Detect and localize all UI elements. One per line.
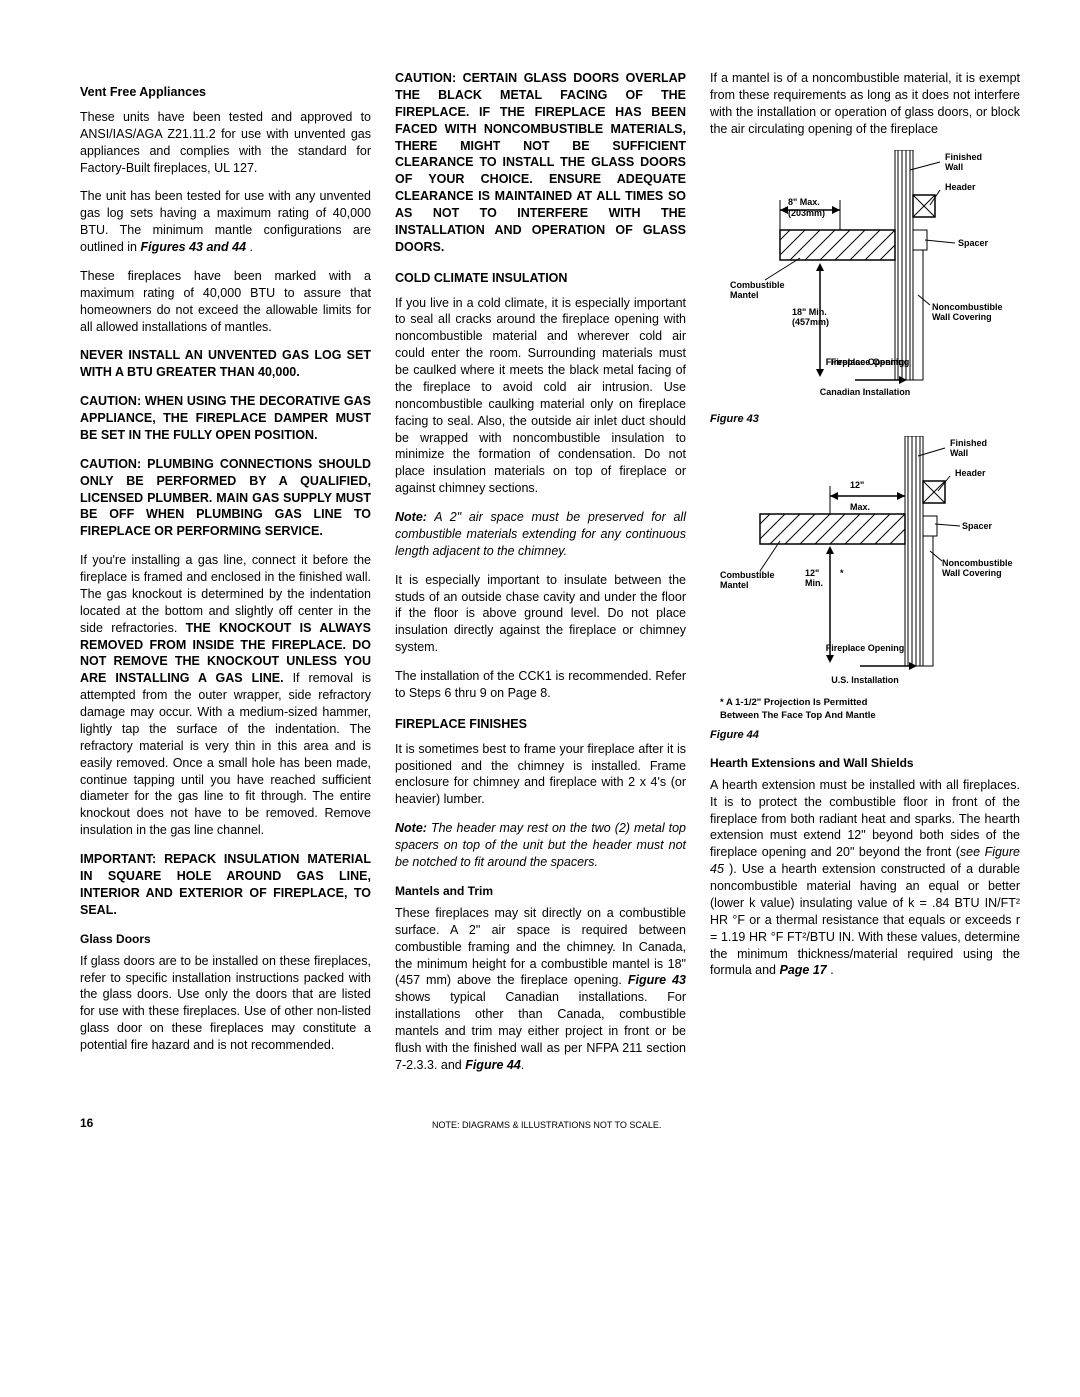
- warning: CAUTION: CERTAIN GLASS DOORS OVERLAP THE…: [395, 70, 686, 256]
- column-2: CAUTION: CERTAIN GLASS DOORS OVERLAP THE…: [395, 70, 686, 1086]
- column-layout: Vent Free Appliances These units have be…: [80, 70, 1020, 1086]
- svg-text:*: *: [840, 568, 844, 578]
- warning: CAUTION: WHEN USING THE DECORATIVE GAS A…: [80, 393, 371, 444]
- heading-hearth: Hearth Extensions and Wall Shields: [710, 755, 1020, 771]
- svg-text:(203mm): (203mm): [788, 208, 825, 218]
- svg-text:Max.: Max.: [850, 502, 870, 512]
- warning: CAUTION: PLUMBING CONNECTIONS SHOULD ONL…: [80, 456, 371, 540]
- svg-text:12": 12": [850, 480, 864, 490]
- svg-text:Noncombustible: Noncombustible: [932, 302, 1003, 312]
- heading-glass-doors: Glass Doors: [80, 931, 371, 947]
- svg-text:Finished: Finished: [950, 438, 987, 448]
- svg-text:Wall Covering: Wall Covering: [942, 568, 1002, 578]
- svg-text:Wall Covering: Wall Covering: [932, 312, 992, 322]
- svg-text:8" Max.: 8" Max.: [788, 197, 820, 207]
- svg-text:Finished: Finished: [945, 152, 982, 162]
- figure-44-note2: Between The Face Top And Mantle: [720, 710, 1020, 721]
- para: If glass doors are to be installed on th…: [80, 953, 371, 1054]
- column-1: Vent Free Appliances These units have be…: [80, 70, 371, 1086]
- note: Note: The header may rest on the two (2)…: [395, 820, 686, 871]
- column-3: If a mantel is of a noncombustible mater…: [710, 70, 1020, 1086]
- svg-text:Mantel: Mantel: [730, 290, 759, 300]
- page-number: 16: [80, 1116, 93, 1130]
- para: If a mantel is of a noncombustible mater…: [710, 70, 1020, 138]
- svg-text:Fireplace Opening: Fireplace Opening: [826, 643, 905, 653]
- svg-text:Spacer: Spacer: [958, 238, 989, 248]
- para: These fireplaces may sit directly on a c…: [395, 905, 686, 1074]
- figure-44-svg: 12" Max. Finished Wall Header Spacer Non…: [710, 436, 1020, 691]
- svg-text:Fireplace Opening: Fireplace Opening: [826, 357, 905, 367]
- para: If you live in a cold climate, it is esp…: [395, 295, 686, 498]
- heading-vent-free: Vent Free Appliances: [80, 84, 371, 101]
- note: Note: A 2" air space must be preserved f…: [395, 509, 686, 560]
- svg-text:18" Min.: 18" Min.: [792, 307, 827, 317]
- figure-44-caption: Figure 44: [710, 729, 1020, 742]
- svg-text:Wall: Wall: [945, 162, 963, 172]
- svg-text:Combustible: Combustible: [730, 280, 785, 290]
- svg-text:Wall: Wall: [950, 448, 968, 458]
- para: If you're installing a gas line, connect…: [80, 552, 371, 839]
- svg-text:(457mm): (457mm): [792, 317, 829, 327]
- para: It is especially important to insulate b…: [395, 572, 686, 656]
- svg-text:Noncombustible: Noncombustible: [942, 558, 1013, 568]
- svg-text:12": 12": [805, 568, 819, 578]
- figure-43: 8" Max. (203mm) Combustible Mantel 18" M…: [710, 150, 1020, 426]
- svg-text:Min.: Min.: [805, 578, 823, 588]
- footer-note: NOTE: DIAGRAMS & ILLUSTRATIONS NOT TO SC…: [432, 1120, 661, 1130]
- heading-mantels-trim: Mantels and Trim: [395, 883, 686, 899]
- svg-text:Header: Header: [955, 468, 986, 478]
- svg-text:Header: Header: [945, 182, 976, 192]
- figure-43-svg: 8" Max. (203mm) Combustible Mantel 18" M…: [710, 150, 1020, 405]
- footer: 16 NOTE: DIAGRAMS & ILLUSTRATIONS NOT TO…: [80, 1116, 1020, 1130]
- para: These units have been tested and approve…: [80, 109, 371, 177]
- heading-cold-climate: COLD CLIMATE INSULATION: [395, 270, 686, 287]
- warning: NEVER INSTALL AN UNVENTED GAS LOG SET WI…: [80, 347, 371, 381]
- svg-text:Spacer: Spacer: [962, 521, 993, 531]
- warning: IMPORTANT: REPACK INSULATION MATERIAL IN…: [80, 851, 371, 919]
- figure-43-caption: Figure 43: [710, 413, 1020, 426]
- svg-text:Mantel: Mantel: [720, 580, 749, 590]
- para: A hearth extension must be installed wit…: [710, 777, 1020, 980]
- svg-text:U.S. Installation: U.S. Installation: [831, 675, 899, 685]
- figure-44: 12" Max. Finished Wall Header Spacer Non…: [710, 436, 1020, 743]
- para: The installation of the CCK1 is recommen…: [395, 668, 686, 702]
- svg-text:Canadian Installation: Canadian Installation: [820, 387, 911, 397]
- para: These fireplaces have been marked with a…: [80, 268, 371, 336]
- heading-fireplace-finishes: FIREPLACE FINISHES: [395, 716, 686, 733]
- para: It is sometimes best to frame your firep…: [395, 741, 686, 809]
- svg-text:Combustible: Combustible: [720, 570, 775, 580]
- figure-44-note1: * A 1-1/2" Projection Is Permitted: [720, 697, 1020, 708]
- para: The unit has been tested for use with an…: [80, 188, 371, 256]
